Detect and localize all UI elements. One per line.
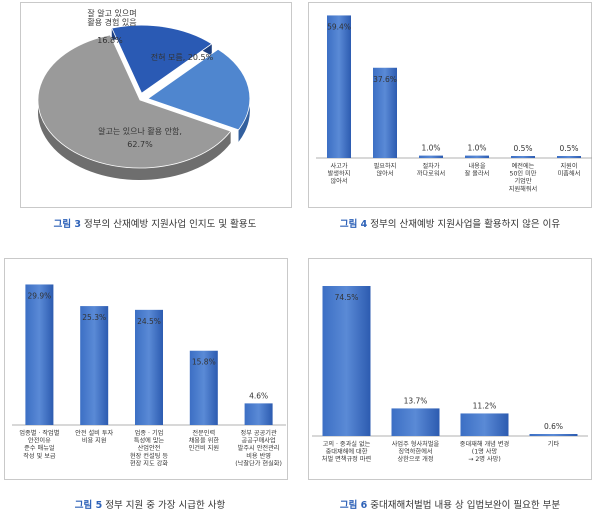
- fig4-value-label: 1.0%: [467, 144, 486, 153]
- fig4-category-label: 내용을 잘 몰라서: [465, 162, 490, 178]
- fig4-bar: [419, 155, 443, 158]
- caption-fig3: 그림 3 정부의 산재예방 지원사업 인지도 및 활용도: [5, 216, 305, 230]
- fig5-category-label: 업종 · 기업 특성에 맞는 산업안전 현장 컨설팅 등 현장 지도 강화: [130, 429, 168, 467]
- caption-fig6-text: 중대재해처벌법 내용 상 입법보완이 필요한 부분: [370, 500, 561, 511]
- pie-label-aware-not-used: 알고는 있으나 활용 안함, 62.7%: [98, 126, 182, 149]
- caption-fig5: 그림 5 정부 지원 중 가장 시급한 사항: [0, 497, 300, 511]
- fig6-bar: [460, 413, 509, 436]
- fig4-value-label: 0.5%: [559, 144, 578, 153]
- caption-fig4-text: 정부의 산재예방 지원사업을 활용하지 않은 이유: [370, 219, 561, 230]
- chart-panel-fig4: [308, 2, 592, 208]
- fig6-bar: [529, 434, 578, 436]
- fig4-value-label: 37.6%: [373, 75, 397, 84]
- caption-fig4: 그림 4 정부의 산재예방 지원사업을 활용하지 않은 이유: [300, 216, 600, 230]
- caption-fig3-number: 그림 3: [53, 219, 81, 230]
- pie-slice: [147, 48, 251, 131]
- pie-label-aware-used: 잘 알고 있으며 활용 경험 있음: [87, 8, 136, 27]
- fig6-bar: [391, 408, 440, 436]
- fig4-bar: [557, 156, 581, 158]
- caption-fig6-number: 그림 6: [339, 500, 368, 511]
- fig4-value-label: 59.4%: [327, 22, 351, 31]
- fig4-bar: [511, 156, 535, 158]
- fig5-bar: [80, 306, 109, 425]
- caption-fig6: 그림 6 중대재해처벌법 내용 상 입법보완이 필요한 부분: [300, 497, 600, 511]
- fig4-category-label: 필요하지 않아서: [374, 162, 397, 178]
- fig4-category-label: 절차가 까다로워서: [417, 162, 445, 178]
- fig5-bar: [189, 350, 218, 425]
- fig5-value-label: 4.6%: [249, 391, 268, 400]
- fig4-bar: [465, 155, 489, 158]
- fig4-bar: [327, 15, 351, 158]
- fig4-category-label: 사고가 발생하지 않아서: [328, 162, 351, 185]
- fig6-value-label: 74.5%: [335, 293, 359, 302]
- fig5-bar: [244, 403, 273, 425]
- pie-value-aware-used: 16.8%: [97, 36, 123, 45]
- fig5-value-label: 29.9%: [27, 291, 51, 300]
- fig6-bar: [322, 286, 371, 436]
- fig5-category-label: 전문인력 채용을 위한 인건비 지원: [189, 429, 220, 452]
- caption-fig3-text: 정부의 산재예방 지원사업 인지도 및 활용도: [83, 219, 257, 230]
- caption-fig5-number: 그림 5: [74, 500, 103, 511]
- caption-fig5-text: 정부 지원 중 가장 시급한 사항: [105, 500, 226, 511]
- fig6-category-label: 사업주 형사처벌을 징역하한에서 상한으로 개정: [392, 440, 440, 463]
- fig4-category-label: 예전에는 50인 미만 기업만 지원해줘서: [509, 162, 537, 193]
- fig5-bar: [25, 284, 54, 425]
- fig6-category-label: 고의 · 중과실 없는 중대재해에 대한 처벌 면책규정 마련: [322, 440, 372, 463]
- fig5-value-label: 25.3%: [82, 313, 106, 322]
- fig4-value-label: 1.0%: [421, 144, 440, 153]
- fig6-category-label: 중대재해 개념 변경 (1명 사망 → 2명 사망): [460, 440, 509, 463]
- fig5-value-label: 24.5%: [137, 317, 161, 326]
- pie-slice: [111, 24, 213, 94]
- fig4-bar: [373, 67, 397, 158]
- fig5-category-label: 업종별 · 작업별 안전이유 준수 매뉴얼 작성 및 보급: [19, 429, 59, 460]
- fig5-value-label: 15.8%: [192, 358, 216, 367]
- fig4-category-label: 지원이 미흡해서: [558, 162, 581, 178]
- fig6-category-label: 기타: [548, 440, 560, 448]
- caption-fig4-number: 그림 4: [339, 219, 368, 230]
- pie-slice: [37, 34, 232, 169]
- fig6-value-label: 11.2%: [473, 401, 497, 410]
- fig4-value-label: 0.5%: [513, 144, 532, 153]
- fig6-value-label: 0.6%: [544, 422, 563, 431]
- fig5-bar: [135, 309, 163, 425]
- pie-label-unaware: 전혀 모름, 20.5%: [151, 52, 214, 62]
- fig5-category-label: 안전 설비 투자 비용 지원: [75, 429, 113, 445]
- fig6-value-label: 13.7%: [404, 396, 428, 405]
- fig5-category-label: 정부 공공기관 공공구매사업 발주시 안전관리 비용 반영 (낙찰단가 현실화): [235, 429, 282, 467]
